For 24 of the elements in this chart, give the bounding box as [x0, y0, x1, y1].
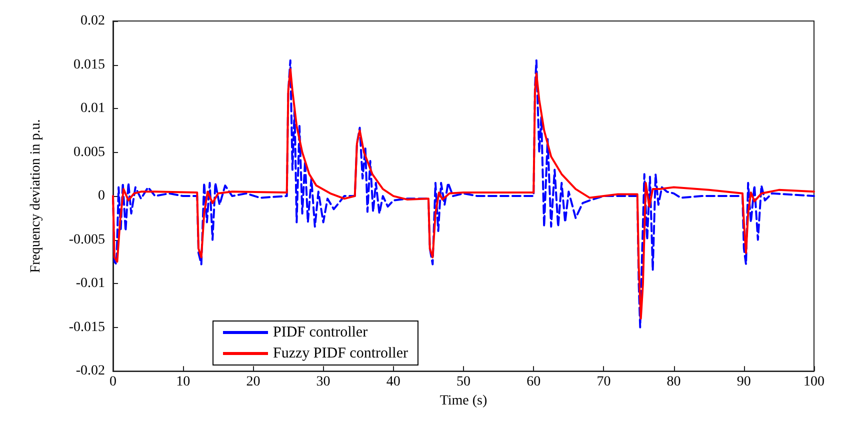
x-tick-label: 80	[666, 374, 681, 390]
x-tick-label: 40	[386, 374, 400, 390]
legend-label: Fuzzy PIDF controller	[273, 346, 408, 362]
legend-label: PIDF controller	[273, 324, 368, 340]
y-tick-label: -0.005	[68, 232, 105, 248]
x-tick-label: 100	[804, 374, 824, 390]
y-tick-label: 0.01	[80, 101, 105, 116]
y-tick-label: 0.015	[74, 57, 105, 72]
x-tick-label: 70	[596, 374, 611, 390]
x-tick-label: 0	[110, 374, 116, 390]
y-axis-title: Frequency deviation in p.u.	[28, 119, 44, 273]
x-tick-label: 10	[176, 374, 190, 390]
x-axis-title: Time (s)	[440, 394, 488, 408]
y-tick-label: -0.02	[76, 364, 105, 379]
y-tick-label: -0.015	[68, 320, 105, 335]
y-tick-label: -0.01	[76, 276, 105, 292]
x-tick-label: 60	[526, 374, 541, 390]
x-tick-label: 50	[456, 374, 470, 390]
x-tick-label: 20	[246, 374, 260, 390]
y-tick-label: 0.02	[80, 14, 105, 28]
y-tick-label: 0	[98, 188, 105, 204]
x-tick-label: 90	[736, 374, 751, 390]
y-tick-label: 0.005	[74, 144, 105, 160]
x-tick-label: 30	[316, 374, 330, 390]
